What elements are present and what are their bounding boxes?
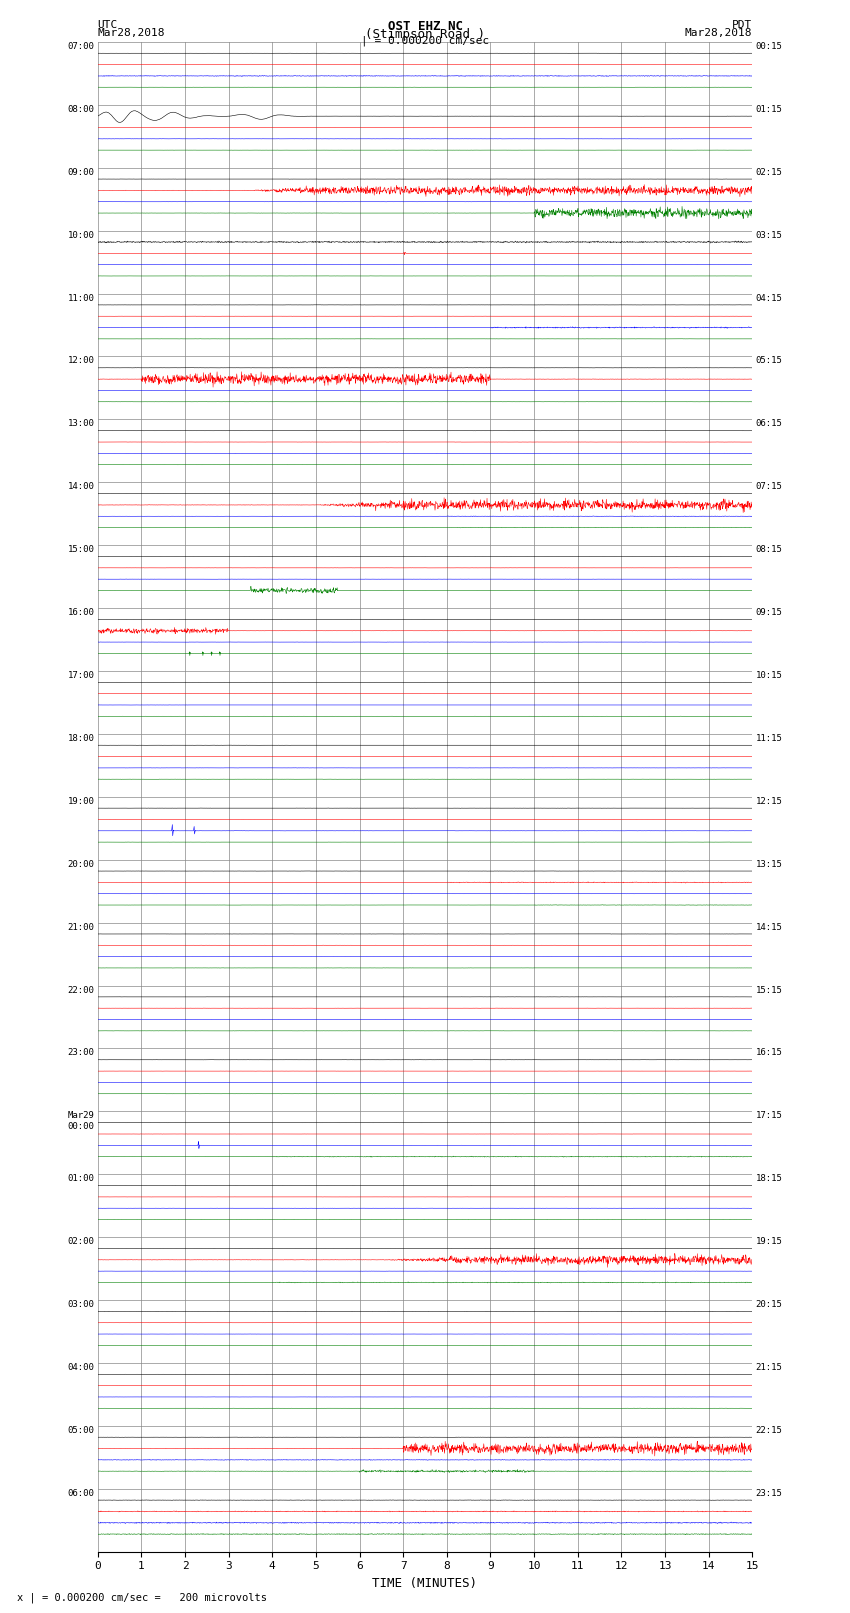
Text: 19:15: 19:15	[756, 1237, 783, 1247]
X-axis label: TIME (MINUTES): TIME (MINUTES)	[372, 1578, 478, 1590]
Text: 01:00: 01:00	[67, 1174, 94, 1184]
Text: 13:15: 13:15	[756, 860, 783, 869]
Text: 06:15: 06:15	[756, 419, 783, 429]
Text: (Stimpson Road ): (Stimpson Road )	[365, 27, 485, 40]
Text: 07:00: 07:00	[67, 42, 94, 52]
Text: OST EHZ NC: OST EHZ NC	[388, 19, 462, 34]
Text: Mar28,2018: Mar28,2018	[685, 27, 752, 37]
Text: 23:15: 23:15	[756, 1489, 783, 1498]
Text: 19:00: 19:00	[67, 797, 94, 806]
Text: UTC: UTC	[98, 19, 118, 31]
Text: 06:00: 06:00	[67, 1489, 94, 1498]
Text: 18:00: 18:00	[67, 734, 94, 744]
Text: 14:15: 14:15	[756, 923, 783, 932]
Text: 08:15: 08:15	[756, 545, 783, 555]
Text: 14:00: 14:00	[67, 482, 94, 492]
Text: 16:00: 16:00	[67, 608, 94, 618]
Text: 05:00: 05:00	[67, 1426, 94, 1436]
Text: 11:15: 11:15	[756, 734, 783, 744]
Text: 10:15: 10:15	[756, 671, 783, 681]
Text: 04:15: 04:15	[756, 294, 783, 303]
Text: 21:00: 21:00	[67, 923, 94, 932]
Text: 12:15: 12:15	[756, 797, 783, 806]
Text: Mar28,2018: Mar28,2018	[98, 27, 165, 37]
Text: 22:15: 22:15	[756, 1426, 783, 1436]
Text: 15:00: 15:00	[67, 545, 94, 555]
Text: 11:00: 11:00	[67, 294, 94, 303]
Text: 12:00: 12:00	[67, 356, 94, 366]
Text: 08:00: 08:00	[67, 105, 94, 115]
Text: 20:15: 20:15	[756, 1300, 783, 1310]
Text: 16:15: 16:15	[756, 1048, 783, 1058]
Text: 02:15: 02:15	[756, 168, 783, 177]
Text: 09:15: 09:15	[756, 608, 783, 618]
Text: 23:00: 23:00	[67, 1048, 94, 1058]
Text: 01:15: 01:15	[756, 105, 783, 115]
Text: x | = 0.000200 cm/sec =   200 microvolts: x | = 0.000200 cm/sec = 200 microvolts	[17, 1592, 267, 1603]
Text: 22:00: 22:00	[67, 986, 94, 995]
Text: 15:15: 15:15	[756, 986, 783, 995]
Text: 04:00: 04:00	[67, 1363, 94, 1373]
Text: 17:00: 17:00	[67, 671, 94, 681]
Text: 03:15: 03:15	[756, 231, 783, 240]
Text: 03:00: 03:00	[67, 1300, 94, 1310]
Text: 07:15: 07:15	[756, 482, 783, 492]
Text: 09:00: 09:00	[67, 168, 94, 177]
Text: 17:15: 17:15	[756, 1111, 783, 1121]
Text: PDT: PDT	[732, 19, 752, 31]
Text: 13:00: 13:00	[67, 419, 94, 429]
Text: 10:00: 10:00	[67, 231, 94, 240]
Text: 21:15: 21:15	[756, 1363, 783, 1373]
Text: | = 0.000200 cm/sec: | = 0.000200 cm/sec	[361, 35, 489, 47]
Text: Mar29
00:00: Mar29 00:00	[67, 1111, 94, 1131]
Text: 02:00: 02:00	[67, 1237, 94, 1247]
Text: 05:15: 05:15	[756, 356, 783, 366]
Text: 18:15: 18:15	[756, 1174, 783, 1184]
Text: 00:15: 00:15	[756, 42, 783, 52]
Text: 20:00: 20:00	[67, 860, 94, 869]
